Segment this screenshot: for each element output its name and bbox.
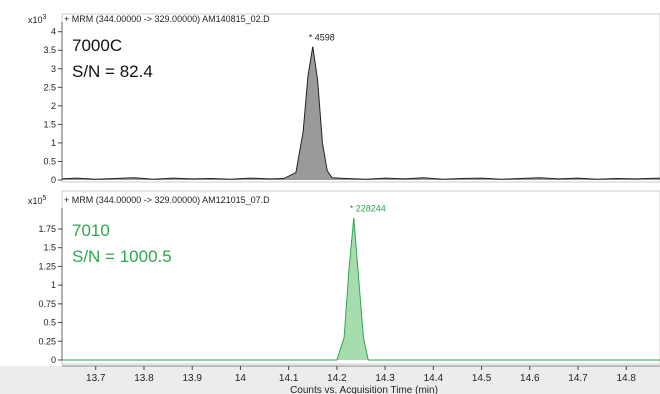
x-tick-label: 14.1 — [279, 373, 299, 384]
x-tick-label: 14.2 — [327, 373, 347, 384]
y-tick-label-7010: 0.25 — [38, 336, 56, 346]
x-axis: 13.7 13.8 13.9 14 14.1 14.2 14.3 14.4 14.5 14.6 14… — [0, 365, 660, 394]
x-tick-label: 13.9 — [182, 373, 202, 384]
y-multiplier-7000c: x103 — [28, 14, 47, 25]
peak-fill-7010 — [62, 217, 660, 360]
y-tick-label-7000c: 3 — [51, 64, 56, 74]
x-tick-label: 13.8 — [134, 373, 154, 384]
x-tick-label: 14.8 — [617, 373, 637, 384]
x-tick-label: 14.5 — [472, 373, 492, 384]
y-tick-label-7010: 1.75 — [38, 224, 56, 234]
y-tick-label-7000c: 2 — [51, 101, 56, 111]
plot-area-7000c — [61, 13, 660, 183]
x-tick-label: 14 — [235, 373, 247, 384]
y-tick-label-7010: 1.25 — [38, 261, 56, 271]
y-tick-label-7010: 1 — [51, 280, 56, 290]
panel-header-7010: + MRM (344.00000 -> 329.00000) AM121015_… — [64, 195, 270, 205]
y-tick-label-7010: 0.5 — [43, 318, 56, 328]
y-tick-label-7010: 0 — [51, 355, 56, 365]
sn-label-7000c: S/N = 82.4 — [72, 62, 153, 81]
x-tick-label: 14.6 — [520, 373, 540, 384]
x-tick-label: 14.4 — [424, 373, 444, 384]
panel-header-7000c: + MRM (344.00000 -> 329.00000) AM140815_… — [64, 14, 270, 24]
y-tick-label-7000c: 0.5 — [43, 156, 56, 166]
y-tick-label-7000c: 0 — [51, 175, 56, 185]
y-multiplier-exponent-7010: 5 — [43, 195, 47, 202]
y-multiplier-base-7000c: x10 — [28, 15, 43, 25]
y-tick-label-7010: 0.75 — [38, 299, 56, 309]
y-multiplier-base-7010: x10 — [28, 196, 43, 206]
instrument-label-7010: 7010 — [72, 221, 110, 240]
instrument-label-7000c: 7000C — [72, 36, 122, 55]
x-axis-band — [0, 366, 660, 394]
y-tick-label-7000c: 2.5 — [43, 82, 56, 92]
y-tick-label-7000c: 4 — [51, 27, 56, 37]
x-axis-label: Counts vs. Acquisition Time (min) — [290, 385, 438, 394]
y-tick-label-7000c: 1.5 — [43, 119, 56, 129]
trace-line-7000c — [61, 46, 660, 180]
x-tick-label: 14.7 — [568, 373, 588, 384]
panel-7010: x105 + MRM (344.00000 -> 329.00000) AM12… — [28, 190, 660, 365]
y-tick-label-7010: 1.5 — [43, 243, 56, 253]
y-multiplier-exponent-7000c: 3 — [43, 14, 47, 21]
sn-label-7010: S/N = 1000.5 — [72, 247, 172, 266]
trace-line-7010 — [62, 217, 660, 361]
x-tick-label: 14.3 — [375, 373, 395, 384]
y-tick-label-7000c: 1 — [51, 138, 56, 148]
x-tick-label: 13.7 — [86, 373, 106, 384]
peak-label-7010: * 228244 — [350, 204, 386, 214]
peak-label-7000c: * 4598 — [309, 33, 335, 43]
panel-7000c: x103 + MRM (344.00000 -> 329.00000) AM14… — [28, 13, 660, 185]
y-multiplier-7010: x105 — [28, 195, 47, 206]
y-tick-label-7000c: 3.5 — [43, 45, 56, 55]
